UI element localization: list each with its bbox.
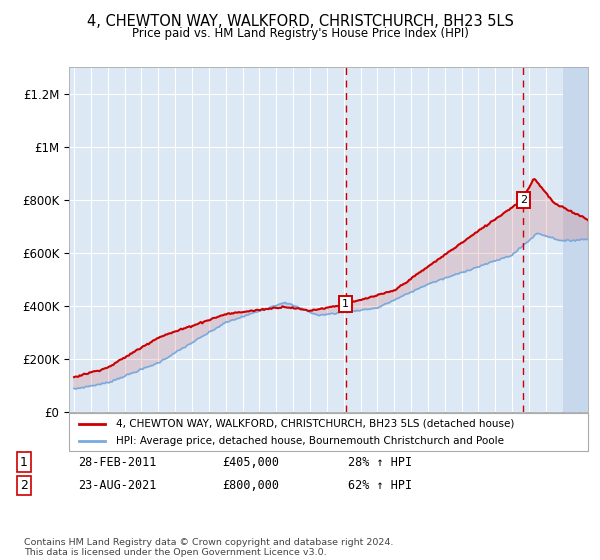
Text: £800,000: £800,000 xyxy=(222,479,279,492)
Text: 23-AUG-2021: 23-AUG-2021 xyxy=(78,479,157,492)
Text: 28% ↑ HPI: 28% ↑ HPI xyxy=(348,455,412,469)
Text: 4, CHEWTON WAY, WALKFORD, CHRISTCHURCH, BH23 5LS: 4, CHEWTON WAY, WALKFORD, CHRISTCHURCH, … xyxy=(86,14,514,29)
Text: 1: 1 xyxy=(343,299,349,309)
Text: 1: 1 xyxy=(20,455,28,469)
Text: 4, CHEWTON WAY, WALKFORD, CHRISTCHURCH, BH23 5LS (detached house): 4, CHEWTON WAY, WALKFORD, CHRISTCHURCH, … xyxy=(116,419,514,429)
Text: 2: 2 xyxy=(20,479,28,492)
Text: £405,000: £405,000 xyxy=(222,455,279,469)
Bar xyxy=(563,67,588,412)
Text: 28-FEB-2011: 28-FEB-2011 xyxy=(78,455,157,469)
Text: 62% ↑ HPI: 62% ↑ HPI xyxy=(348,479,412,492)
Text: Price paid vs. HM Land Registry's House Price Index (HPI): Price paid vs. HM Land Registry's House … xyxy=(131,27,469,40)
FancyBboxPatch shape xyxy=(69,413,588,451)
Text: 2: 2 xyxy=(520,195,527,204)
Text: Contains HM Land Registry data © Crown copyright and database right 2024.
This d: Contains HM Land Registry data © Crown c… xyxy=(24,538,394,557)
Text: HPI: Average price, detached house, Bournemouth Christchurch and Poole: HPI: Average price, detached house, Bour… xyxy=(116,436,504,446)
